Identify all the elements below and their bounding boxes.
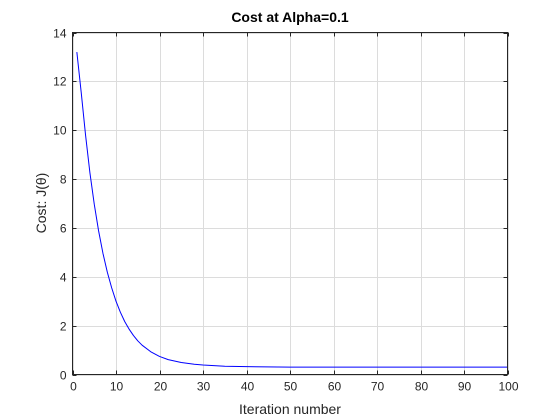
x-tick-label: 100 (498, 380, 518, 394)
x-tick-label: 0 (70, 380, 77, 394)
chart-title: Cost at Alpha=0.1 (231, 9, 349, 25)
y-tick-label: 6 (60, 222, 67, 236)
plot-lines (76, 51, 508, 368)
x-tick-label: 10 (110, 380, 124, 394)
x-axis-label: Iteration number (239, 401, 341, 417)
x-tick-label: 20 (154, 380, 168, 394)
cost-series-line (76, 51, 508, 368)
x-tick-label: 60 (328, 380, 342, 394)
y-tick-label: 0 (60, 369, 67, 383)
x-tick-label: 80 (415, 380, 429, 394)
y-tick-label: 4 (60, 271, 67, 285)
x-tick-label: 50 (284, 380, 298, 394)
grid (72, 32, 509, 376)
plot-frame (72, 32, 508, 375)
y-axis: 0 2 4 6 8 10 12 14 (53, 27, 508, 383)
y-tick-label: 12 (53, 75, 67, 89)
y-tick-label: 10 (53, 124, 67, 138)
y-tick-label: 2 (60, 320, 67, 334)
y-tick-label: 14 (53, 27, 67, 41)
y-tick-label: 8 (60, 173, 67, 187)
x-tick-label: 30 (197, 380, 211, 394)
x-axis: 0 10 20 30 40 50 60 70 80 90 100 (70, 32, 519, 394)
x-tick-label: 70 (371, 380, 385, 394)
x-tick-label: 40 (241, 380, 255, 394)
y-axis-label: Cost: J(θ) (33, 173, 49, 234)
x-tick-label: 90 (458, 380, 472, 394)
